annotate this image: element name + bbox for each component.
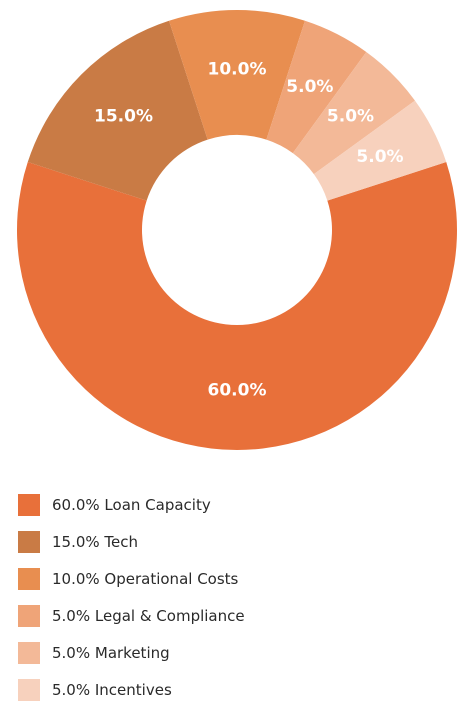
slice-label-legal-compliance: 5.0%: [286, 77, 333, 97]
legend-label: 5.0% Marketing: [52, 644, 170, 662]
slice-label-marketing: 5.0%: [327, 107, 374, 127]
legend-label: 15.0% Tech: [52, 533, 139, 551]
slice-group: [17, 10, 458, 451]
legend-swatch: [18, 642, 40, 664]
slice-loan-capacity: [17, 162, 458, 451]
legend-swatch: [18, 605, 40, 627]
slice-label-loan-capacity: 60.0%: [208, 381, 267, 401]
slice-legal-compliance: [266, 20, 367, 154]
legend-item: 5.0% Incentives: [18, 679, 245, 701]
slice-operational-costs: [169, 10, 305, 140]
legend-label: 60.0% Loan Capacity: [52, 496, 211, 514]
slice-label-tech: 15.0%: [94, 107, 153, 127]
slice-marketing: [292, 52, 415, 175]
legend-swatch: [18, 494, 40, 516]
legend-swatch: [18, 531, 40, 553]
legend-label: 5.0% Incentives: [52, 681, 172, 699]
legend-swatch: [18, 679, 40, 701]
legend-item: 5.0% Legal & Compliance: [18, 605, 245, 627]
legend-label: 5.0% Legal & Compliance: [52, 607, 245, 625]
slice-label-operational-costs: 10.0%: [208, 60, 267, 80]
legend-item: 15.0% Tech: [18, 531, 245, 553]
slice-incentives: [313, 100, 447, 201]
legend-item: 60.0% Loan Capacity: [18, 494, 245, 516]
legend-item: 10.0% Operational Costs: [18, 568, 245, 590]
legend-label: 10.0% Operational Costs: [52, 570, 239, 588]
donut-chart: 60.0% 15.0% 10.0% 5.0% 5.0% 5.0%: [17, 10, 458, 451]
slice-label-incentives: 5.0%: [356, 147, 403, 167]
legend-item: 5.0% Marketing: [18, 642, 245, 664]
legend: 60.0% Loan Capacity 15.0% Tech 10.0% Opera…: [18, 494, 245, 716]
legend-swatch: [18, 568, 40, 590]
slice-tech: [27, 20, 208, 201]
label-group: 60.0% 15.0% 10.0% 5.0% 5.0% 5.0%: [94, 60, 404, 401]
